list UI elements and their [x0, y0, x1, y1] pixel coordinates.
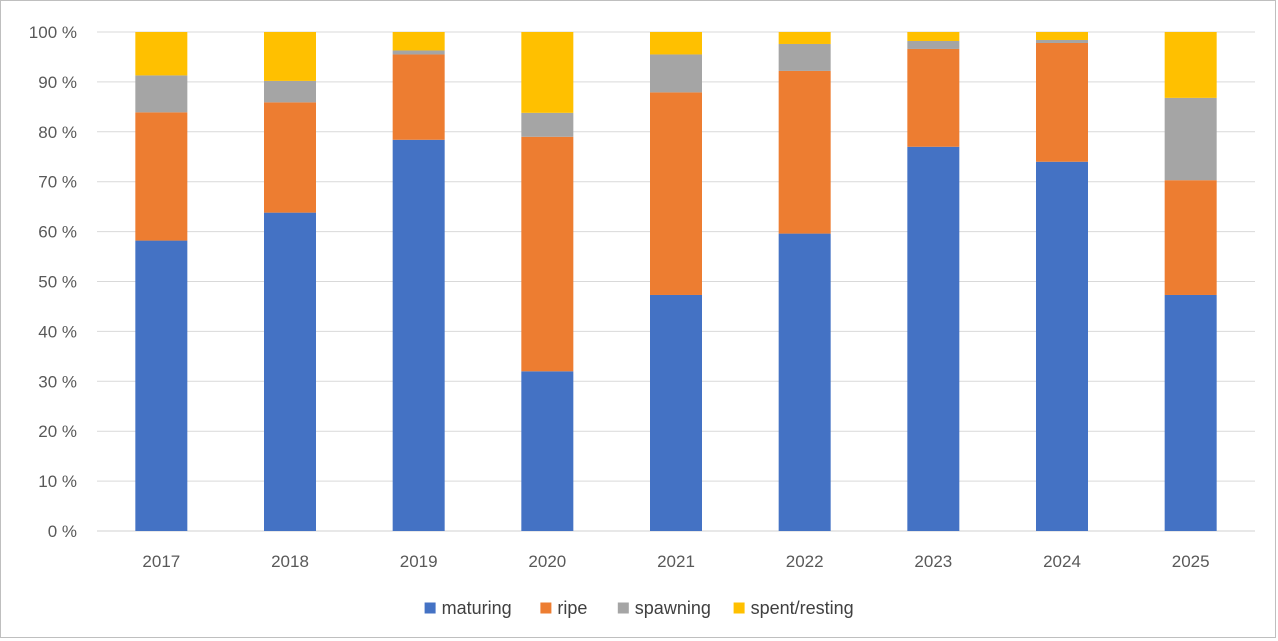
- bar-segment-spawning: [650, 54, 702, 93]
- bar-segment-spent-resting: [778, 32, 831, 44]
- bar-segment-maturing: [778, 233, 831, 531]
- x-tick-label: 2023: [914, 552, 952, 571]
- bar-segment-spawning: [1036, 39, 1088, 43]
- y-tick-label: 80 %: [38, 123, 77, 142]
- bar-segment-spent-resting: [392, 32, 445, 51]
- bar-segment-ripe: [135, 112, 188, 241]
- legend-swatch: [617, 602, 629, 614]
- bar-segment-spent-resting: [1164, 32, 1217, 98]
- bar-segment-spent-resting: [907, 32, 960, 41]
- bar-segment-ripe: [392, 54, 445, 140]
- bar-segment-spawning: [264, 80, 316, 103]
- bar-segment-ripe: [650, 92, 702, 295]
- y-tick-label: 0 %: [48, 522, 77, 541]
- legend: maturing ripe spawning spent/resting: [424, 598, 854, 618]
- y-tick-label: 100 %: [29, 23, 77, 42]
- bar-segment-ripe: [264, 102, 316, 213]
- y-tick-label: 10 %: [38, 472, 77, 491]
- y-tick-label: 90 %: [38, 73, 77, 92]
- legend-label: spawning: [635, 598, 711, 618]
- bar-segment-spawning: [135, 75, 188, 113]
- bar-segment-maturing: [1036, 161, 1088, 532]
- bar-segment-maturing: [1164, 294, 1217, 531]
- bar-segment-spawning: [392, 50, 445, 55]
- bar-segment-spent-resting: [650, 32, 702, 55]
- bar-segment-ripe: [778, 70, 831, 234]
- legend-swatch: [540, 602, 552, 614]
- bar-segment-ripe: [521, 136, 574, 372]
- legend-label: maturing: [442, 598, 512, 618]
- bar-segment-maturing: [135, 240, 188, 531]
- bar-segment-maturing: [907, 146, 960, 531]
- bar-segment-ripe: [1036, 42, 1088, 162]
- bar-segment-spawning: [521, 112, 574, 137]
- y-tick-label: 50 %: [38, 273, 77, 292]
- bar-segment-spent-resting: [521, 32, 574, 113]
- x-tick-label: 2022: [786, 552, 824, 571]
- axes: 0 % 10 % 20 % 30 % 40 % 50 % 60 % 70 % 80 % 90 % 1…: [29, 23, 1210, 571]
- legend-swatch: [424, 602, 436, 614]
- y-tick-label: 40 %: [38, 322, 77, 341]
- y-tick-label: 60 %: [38, 223, 77, 242]
- y-tick-label: 30 %: [38, 372, 77, 391]
- bar-segment-ripe: [907, 48, 960, 147]
- bar-segment-spent-resting: [1036, 32, 1088, 40]
- x-tick-label: 2017: [142, 552, 180, 571]
- legend-label: spent/resting: [751, 598, 854, 618]
- bar-segment-maturing: [392, 139, 445, 531]
- legend-label: ripe: [557, 598, 587, 618]
- bar-segment-spent-resting: [264, 32, 316, 81]
- y-tick-label: 70 %: [38, 173, 77, 192]
- bar-segment-spent-resting: [135, 32, 188, 76]
- bar-segment-maturing: [521, 371, 574, 531]
- x-tick-label: 2018: [271, 552, 309, 571]
- bar-segment-maturing: [650, 294, 702, 531]
- bar-segment-ripe: [1164, 180, 1217, 295]
- bar-segment-spawning: [907, 40, 960, 49]
- bar-segment-maturing: [264, 212, 316, 531]
- x-tick-label: 2024: [1043, 552, 1081, 571]
- y-tick-label: 20 %: [38, 422, 77, 441]
- x-tick-label: 2025: [1172, 552, 1210, 571]
- legend-swatch: [733, 602, 745, 614]
- x-tick-label: 2019: [400, 552, 438, 571]
- bar-segment-spawning: [778, 43, 831, 71]
- bar-segment-spawning: [1164, 97, 1217, 181]
- x-tick-label: 2020: [528, 552, 566, 571]
- x-tick-label: 2021: [657, 552, 695, 571]
- bars: [135, 32, 1217, 532]
